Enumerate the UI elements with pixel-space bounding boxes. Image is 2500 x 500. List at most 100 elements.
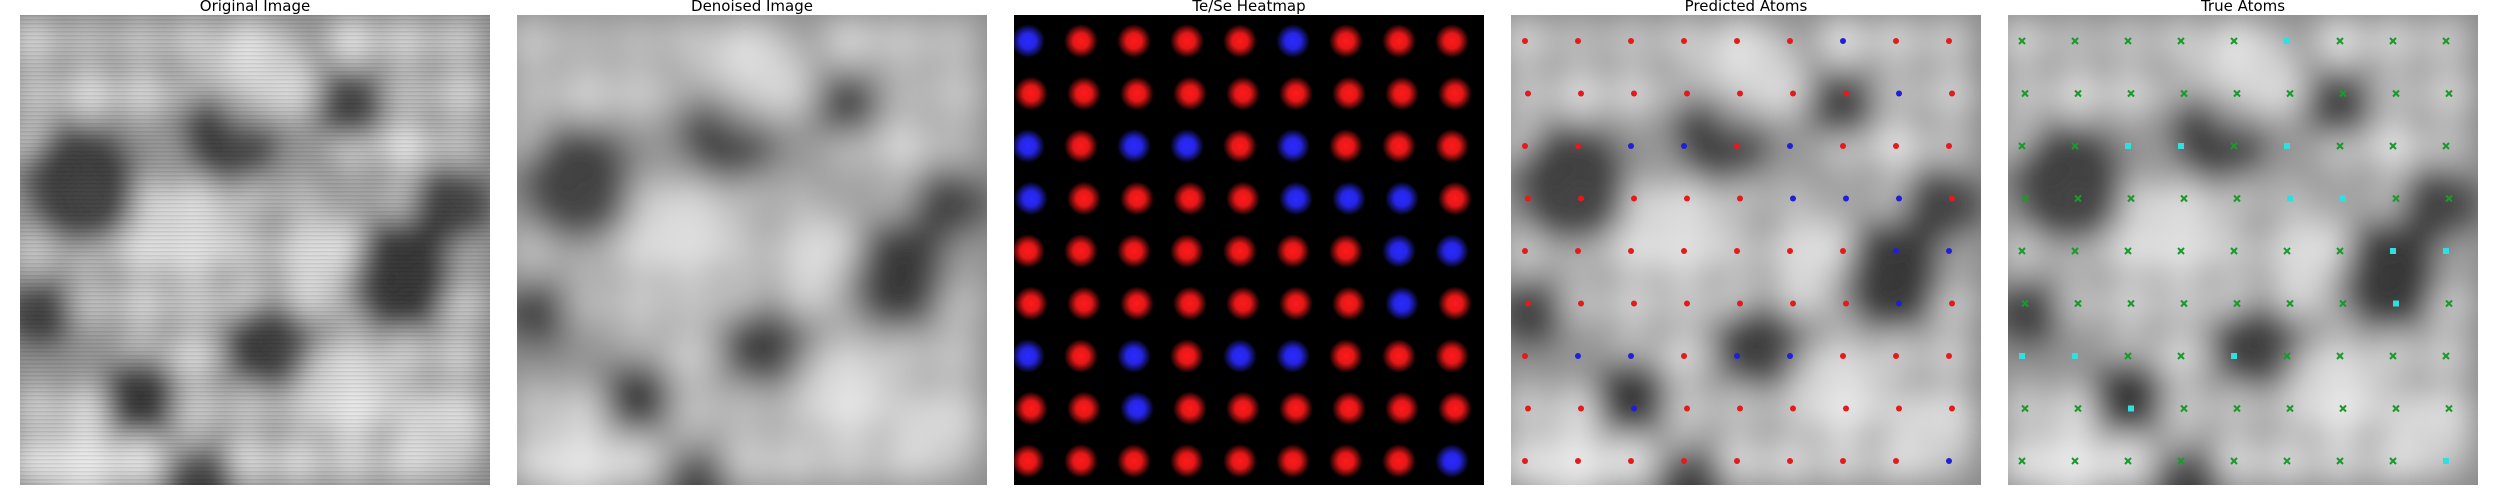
te-heat-spot bbox=[1382, 24, 1416, 58]
true-te-atom bbox=[2074, 89, 2082, 98]
panel-true-atoms: True Atoms bbox=[2008, 0, 2478, 500]
te-heat-spot bbox=[1385, 76, 1419, 111]
te-heat-spot bbox=[1276, 444, 1310, 478]
true-se-atom bbox=[2284, 143, 2290, 149]
predicted-te-atom bbox=[1737, 195, 1743, 202]
true-te-atom bbox=[2336, 457, 2344, 465]
true-te-atom bbox=[2230, 37, 2238, 45]
predicted-te-atom bbox=[1946, 38, 1952, 44]
predicted-te-atom bbox=[1681, 38, 1687, 44]
true-se-atom bbox=[2125, 143, 2131, 149]
te-heat-spot bbox=[1173, 181, 1207, 216]
true-te-atom bbox=[2177, 457, 2185, 465]
true-se-atom bbox=[2072, 353, 2078, 359]
predicted-te-atom bbox=[1896, 405, 1902, 412]
te-heat-spot bbox=[1226, 76, 1260, 111]
te-heat-spot bbox=[1120, 286, 1154, 321]
predicted-te-atom bbox=[1790, 405, 1796, 412]
te-heat-spot bbox=[1170, 339, 1204, 373]
true-se-atom bbox=[2340, 195, 2346, 202]
te-heat-spot bbox=[1382, 339, 1416, 373]
predicted-te-atom bbox=[1893, 143, 1899, 149]
te-heat-spot bbox=[1226, 286, 1260, 321]
te-heat-spot bbox=[1064, 129, 1098, 163]
te-heat-spot bbox=[1279, 76, 1313, 111]
te-heat-spot bbox=[1120, 76, 1154, 111]
predicted-te-atom bbox=[1790, 300, 1796, 307]
true-te-atom bbox=[2445, 194, 2453, 203]
te-heat-spot bbox=[1329, 444, 1363, 478]
true-atoms-frame bbox=[2008, 15, 2478, 485]
predicted-se-atom bbox=[1843, 195, 1849, 202]
panel-predicted-atoms: Predicted Atoms bbox=[1511, 0, 1981, 500]
te-heat-spot bbox=[1014, 234, 1045, 268]
true-te-atom bbox=[2177, 247, 2185, 255]
true-te-atom bbox=[2392, 404, 2400, 413]
predicted-te-atom bbox=[1949, 90, 1955, 97]
true-te-atom bbox=[2392, 89, 2400, 98]
true-te-atom bbox=[2018, 142, 2026, 150]
true-te-atom bbox=[2445, 404, 2453, 413]
true-te-atom bbox=[2127, 89, 2135, 98]
panel-title: True Atoms bbox=[2200, 0, 2286, 15]
predicted-te-atom bbox=[1949, 300, 1955, 307]
se-heat-spot bbox=[1014, 181, 1048, 216]
predicted-te-atom bbox=[1684, 195, 1690, 202]
se-heat-spot bbox=[1276, 129, 1310, 163]
true-te-atom bbox=[2442, 352, 2450, 360]
true-te-atom bbox=[2442, 142, 2450, 150]
te-heat-spot bbox=[1223, 444, 1257, 478]
te-heat-spot bbox=[1223, 24, 1257, 58]
te-heat-spot bbox=[1438, 391, 1472, 426]
true-te-atom bbox=[2180, 404, 2188, 413]
true-te-atom bbox=[2018, 247, 2026, 255]
predicted-te-atom bbox=[1843, 300, 1849, 307]
true-te-atom bbox=[2230, 457, 2238, 465]
se-heat-spot bbox=[1014, 339, 1045, 373]
se-heat-spot bbox=[1276, 24, 1310, 58]
se-heat-spot bbox=[1014, 129, 1045, 163]
se-heat-spot bbox=[1279, 181, 1313, 216]
te-heat-spot bbox=[1173, 286, 1207, 321]
predicted-se-atom bbox=[1896, 90, 1902, 97]
predicted-se-atom bbox=[1575, 353, 1581, 359]
predicted-te-atom bbox=[1843, 90, 1849, 97]
true-te-atom bbox=[2233, 194, 2241, 203]
predicted-se-atom bbox=[1946, 248, 1952, 254]
heatmap-canvas bbox=[1014, 15, 1484, 485]
true-te-atom bbox=[2286, 299, 2294, 308]
te-heat-spot bbox=[1064, 24, 1098, 58]
predicted-te-atom bbox=[1946, 143, 1952, 149]
predicted-te-atom bbox=[1737, 405, 1743, 412]
predicted-te-atom bbox=[1628, 38, 1634, 44]
te-heat-spot bbox=[1382, 129, 1416, 163]
true-te-atom bbox=[2180, 299, 2188, 308]
predicted-se-atom bbox=[1787, 353, 1793, 359]
te-heat-spot bbox=[1173, 76, 1207, 111]
predicted-se-atom bbox=[1628, 143, 1634, 149]
predicted-te-atom bbox=[1628, 458, 1634, 464]
predicted-se-atom bbox=[1840, 38, 1846, 44]
original-image-frame bbox=[20, 15, 490, 485]
predicted-se-atom bbox=[1681, 143, 1687, 149]
te-heat-spot bbox=[1170, 234, 1204, 268]
predicted-te-atom bbox=[1681, 248, 1687, 254]
se-heat-spot bbox=[1117, 129, 1151, 163]
predicted-te-atom bbox=[1522, 38, 1528, 44]
te-heat-spot bbox=[1279, 286, 1313, 321]
te-heat-spot bbox=[1385, 391, 1419, 426]
true-se-atom bbox=[2390, 248, 2396, 254]
predicted-te-atom bbox=[1681, 353, 1687, 359]
predicted-se-atom bbox=[1628, 353, 1634, 359]
te-heat-spot bbox=[1332, 76, 1366, 111]
predicted-te-atom bbox=[1734, 38, 1740, 44]
true-se-atom bbox=[2393, 300, 2399, 307]
true-te-atom bbox=[2124, 352, 2132, 360]
true-se-atom bbox=[2128, 405, 2134, 412]
predicted-te-atom bbox=[1578, 90, 1584, 97]
true-te-atom bbox=[2336, 247, 2344, 255]
true-te-atom bbox=[2442, 37, 2450, 45]
te-heat-spot bbox=[1064, 234, 1098, 268]
predicted-te-atom bbox=[1681, 458, 1687, 464]
te-heat-spot bbox=[1117, 234, 1151, 268]
